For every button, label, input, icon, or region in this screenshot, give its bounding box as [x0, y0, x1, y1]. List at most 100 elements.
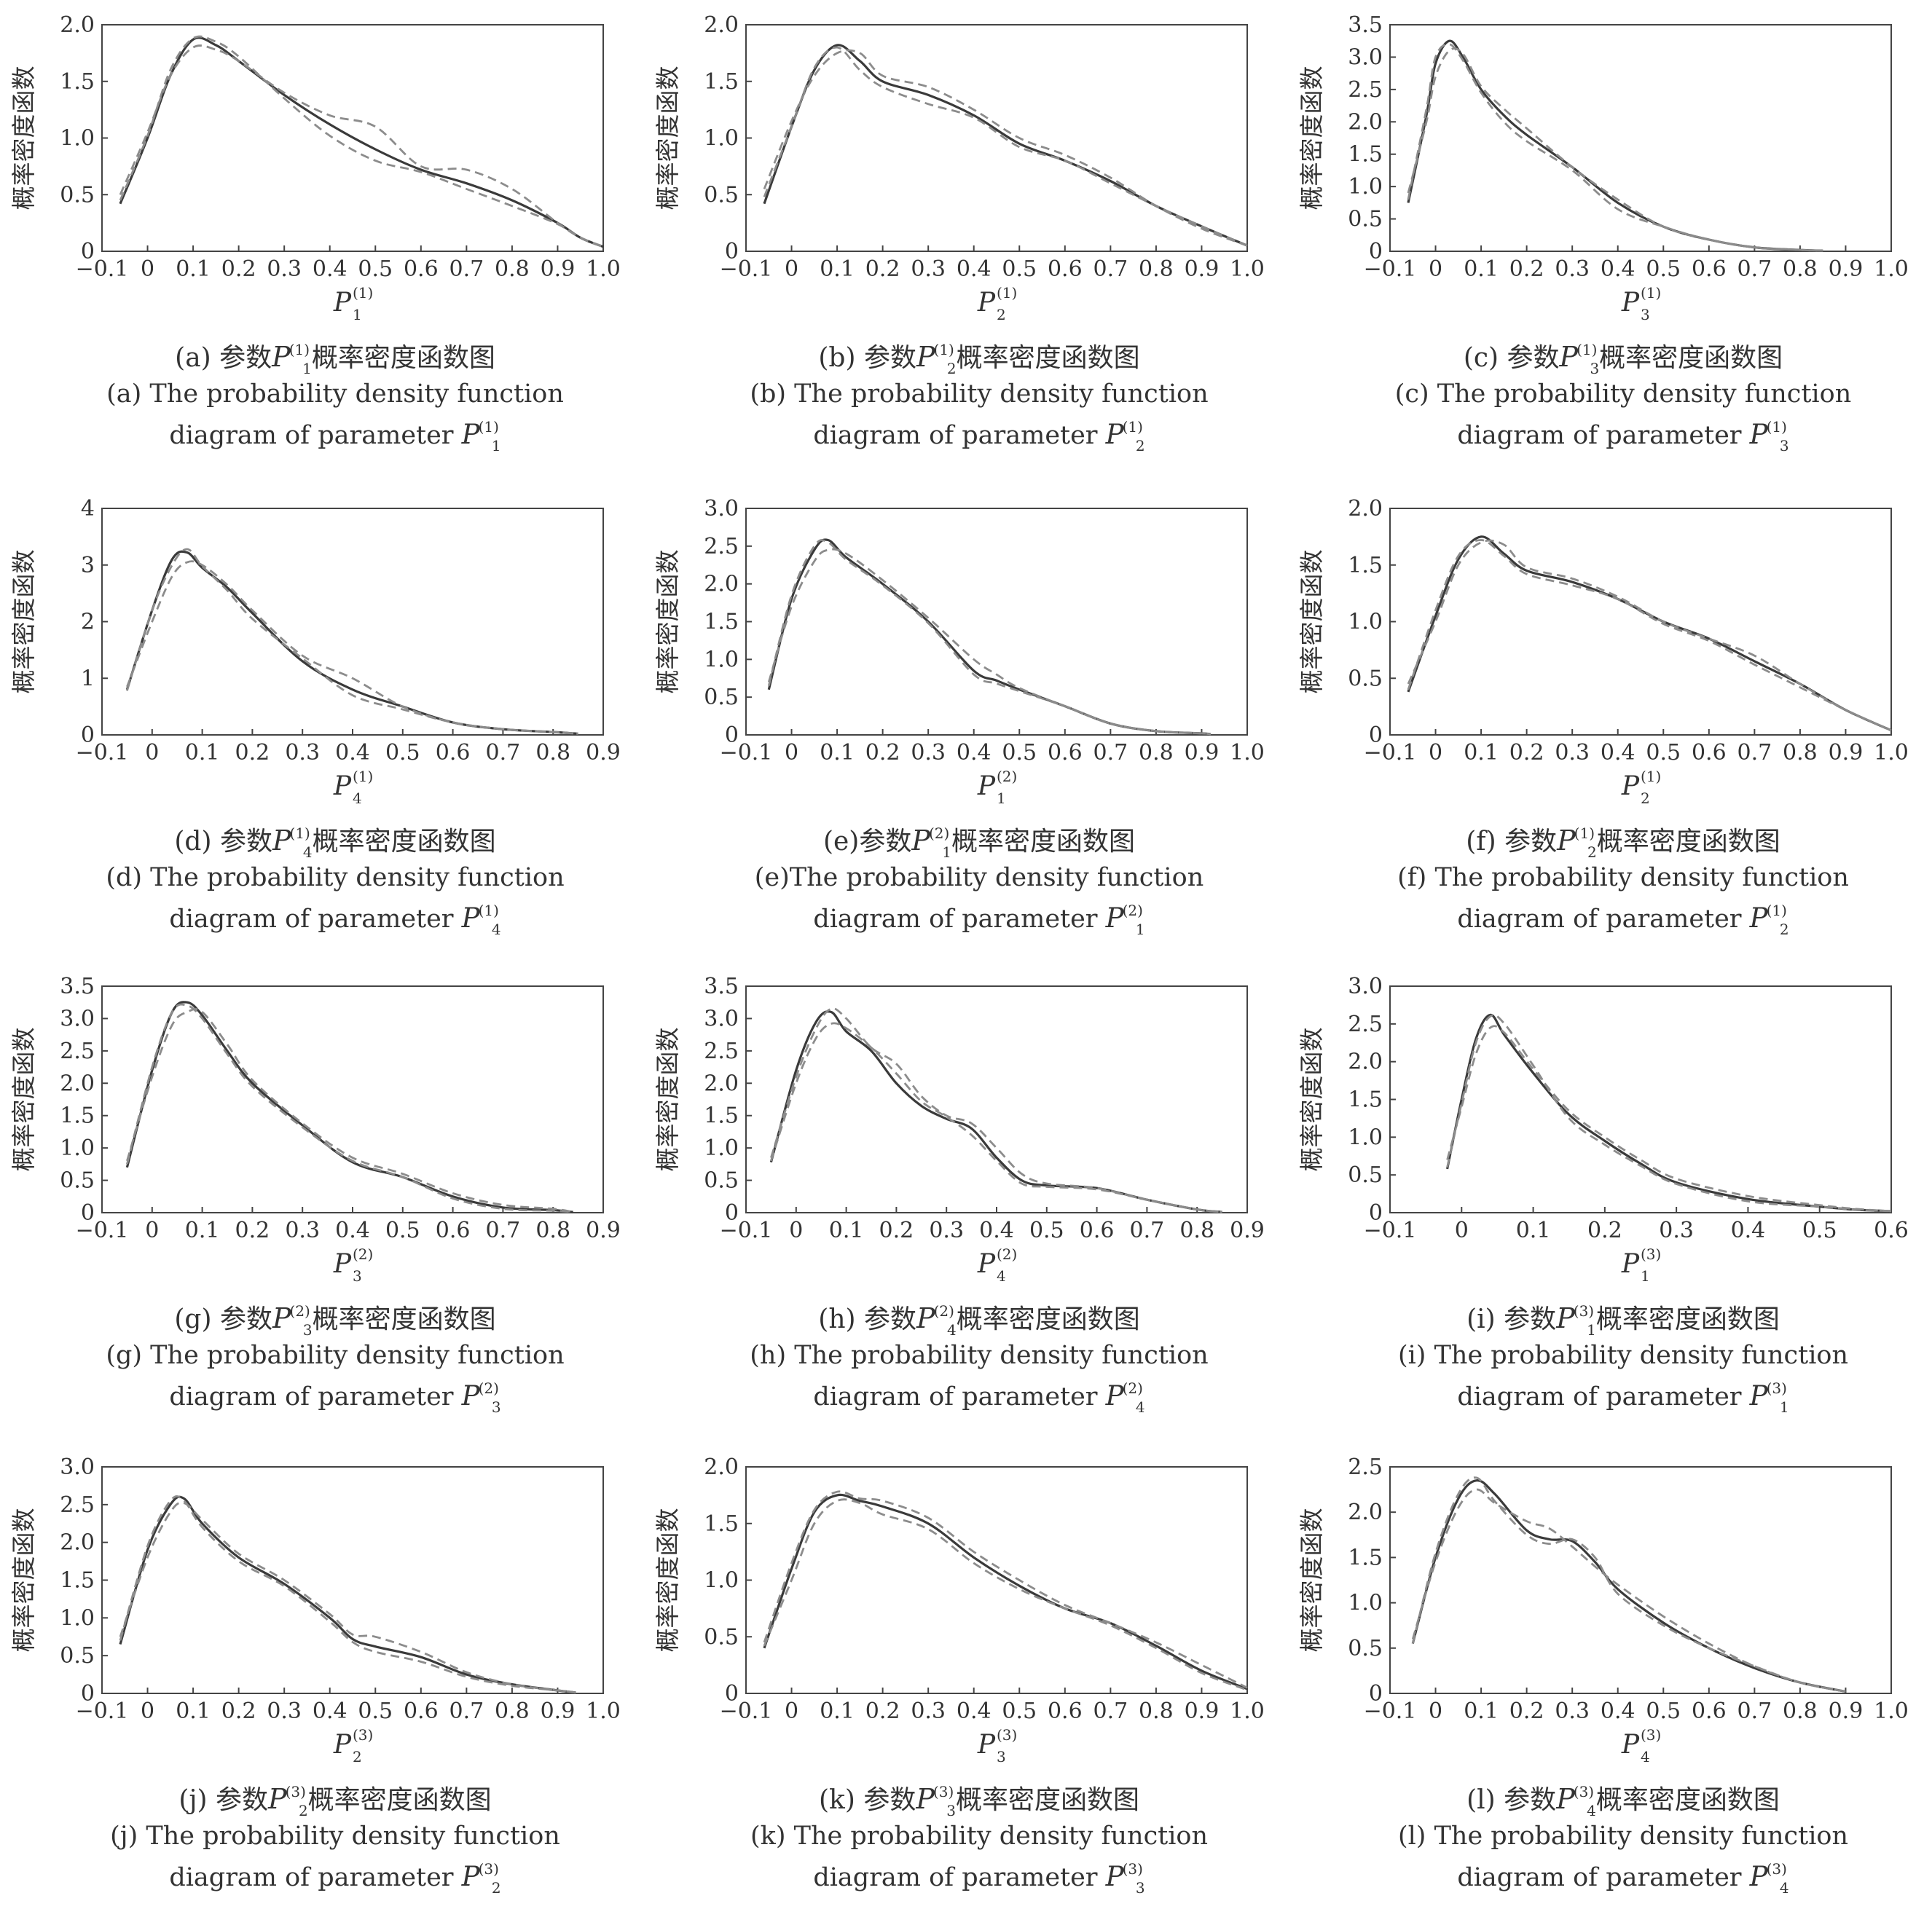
y-tick-label: 0.5 [60, 1168, 95, 1194]
caption-symbol-sub: 1 [1587, 1321, 1596, 1339]
caption-zh: (c) 参数P(1) 3概率密度函数图 [1332, 342, 1915, 376]
chart-k: −0.1 0 0.1 0.2 0.3 0.4 0.5 0.6 0.7 0.8 0.9 1.000.51… [653, 1454, 1265, 1765]
x-tick-label: 0.6 [404, 256, 439, 282]
x-tick-label: 0.5 [1646, 1698, 1681, 1724]
x-axis-label: P [977, 771, 996, 801]
plot-frame [1389, 24, 1892, 252]
x-tick-label: 0.5 [1002, 256, 1037, 282]
caption-symbol-sub: 1 [491, 437, 501, 454]
series-group [119, 35, 604, 248]
y-tick-label: 3.0 [704, 1006, 739, 1031]
x-tick-label: 0.3 [285, 1218, 320, 1243]
caption-symbol-base: P [1105, 902, 1124, 934]
caption-symbol-base: P [1557, 824, 1576, 857]
chart-g: −0.1 0 0.1 0.2 0.3 0.4 0.5 0.6 0.7 0.8 0.900.51.01… [9, 974, 621, 1285]
caption-symbol-base: P [272, 824, 291, 857]
y-axis-label: 概率密度函数 [1297, 1028, 1326, 1172]
caption-en-line2: diagram of parameter P(1)3 [1332, 420, 1915, 453]
caption-symbol-base: P [916, 341, 935, 373]
x-tick-label: 0.9 [1829, 1698, 1864, 1724]
x-axis-label: P [333, 1249, 352, 1279]
caption-en-prefix: diagram of parameter [1457, 905, 1750, 934]
caption-symbol-base: P [461, 419, 480, 450]
caption-symbol-base: P [461, 1861, 480, 1892]
chart-l: −0.1 0 0.1 0.2 0.3 0.4 0.5 0.6 0.7 0.8 0.9 1.000.51… [1297, 1454, 1909, 1765]
series-line-dashed-2 [770, 1022, 1222, 1213]
caption-en-line1: (c) The probability density function [1394, 379, 1852, 409]
caption-symbol-sub: 2 [1779, 921, 1789, 938]
caption-symbol: P(1)2 [1106, 420, 1145, 453]
caption-zh-suffix: 概率密度函数图 [956, 343, 1140, 373]
x-tick-label: −0.1 [720, 1698, 773, 1724]
caption-zh: (a) 参数P(1) 1概率密度函数图 [44, 342, 627, 376]
x-tick-label: 0.4 [1601, 740, 1635, 765]
x-tick-label: −0.1 [76, 1218, 129, 1243]
x-tick-label: 0.6 [1874, 1218, 1909, 1243]
caption-zh-prefix: (h) 参数 [818, 1304, 917, 1334]
x-tick-label: 0.2 [879, 1218, 914, 1243]
x-tick-label: 0.2 [221, 256, 256, 282]
caption-en-line1: (e)The probability density function [754, 863, 1204, 892]
x-tick-label: 1.0 [586, 256, 621, 282]
series-line-dashed-1 [767, 548, 1212, 736]
caption-zh-suffix: 概率密度函数图 [951, 827, 1136, 857]
chart-a: −0.1 0 0.1 0.2 0.3 0.4 0.5 0.6 0.7 0.8 0.9 1.000.51… [9, 12, 621, 323]
series-group [1407, 535, 1892, 732]
caption-symbol-sup: (3) [1766, 1860, 1787, 1878]
y-tick-label: 0 [725, 1200, 739, 1226]
x-tick-label: −0.1 [1364, 740, 1417, 765]
y-tick-label: 2.5 [1348, 1012, 1383, 1037]
x-axis-label-subscript: 3 [353, 1267, 362, 1285]
y-tick-label: 0.5 [704, 1168, 739, 1194]
x-tick-label: 0 [785, 256, 798, 282]
x-tick-label: 0.3 [1659, 1218, 1694, 1243]
x-tick-label: 1.0 [1230, 740, 1265, 765]
caption-symbol: P(1)2 [1557, 824, 1597, 859]
y-axis-label: 概率密度函数 [653, 1508, 682, 1653]
caption-en-prefix: diagram of parameter [813, 1863, 1106, 1892]
y-tick-label: 0 [81, 239, 95, 264]
x-tick-label: −0.1 [720, 740, 773, 765]
y-tick-label: 0 [1369, 1200, 1383, 1226]
caption-zh-suffix: 概率密度函数图 [312, 1304, 496, 1334]
y-tick-label: 2.0 [60, 1530, 95, 1556]
y-tick-label: 2.5 [1348, 77, 1383, 103]
caption-symbol-base: P [461, 1380, 480, 1412]
x-tick-label: 0.4 [313, 1698, 347, 1724]
x-tick-label: 0.9 [1185, 256, 1220, 282]
x-tick-label: 0.3 [1555, 1698, 1590, 1724]
caption-zh-prefix: (l) 参数 [1466, 1785, 1557, 1815]
y-tick-label: 0 [1369, 239, 1383, 264]
series-line-dashed-2 [763, 1498, 1248, 1691]
series-line-dashed-2 [126, 1003, 573, 1213]
caption-symbol-sub: 4 [946, 1321, 957, 1339]
x-axis-label: P [333, 1730, 352, 1760]
series-line-dashed-2 [767, 539, 1212, 736]
caption-symbol-sup: (2) [1122, 1379, 1143, 1397]
series-line-dashed-1 [1407, 47, 1823, 252]
series-group [1411, 1476, 1846, 1693]
y-tick-label: 0 [1369, 723, 1383, 748]
panel-f: −0.1 0 0.1 0.2 0.3 0.4 0.5 0.6 0.7 0.8 0.9 1.0 0 0.5 1… [1288, 484, 1932, 964]
plot-frame [1389, 985, 1892, 1213]
x-tick-label: 0.4 [313, 256, 347, 282]
x-axis-label-superscript: (1) [353, 284, 373, 302]
y-axis-label: 概率密度函数 [653, 1028, 682, 1172]
x-axis-label-superscript: (2) [353, 1245, 373, 1263]
x-axis-label-superscript: (1) [353, 768, 373, 785]
x-axis-label-superscript: (3) [353, 1726, 373, 1744]
caption-symbol-sub: 2 [1587, 843, 1597, 861]
caption-symbol-sub: 3 [302, 1321, 313, 1339]
x-axis-label: P [977, 1249, 996, 1279]
x-tick-label: 0.8 [495, 1698, 530, 1724]
chart-h: −0.1 0 0.1 0.2 0.3 0.4 0.5 0.6 0.7 0.8 0.900.51.01… [653, 974, 1265, 1285]
caption-en-line1: (a) The probability density function [106, 379, 564, 409]
y-axis-label: 概率密度函数 [9, 1508, 38, 1653]
series-line-solid-0 [125, 550, 578, 735]
y-tick-label: 1.0 [704, 647, 739, 672]
x-tick-label: 0.6 [404, 1698, 439, 1724]
x-tick-label: 0.3 [267, 256, 302, 282]
y-tick-label: 1.0 [60, 1135, 95, 1161]
x-tick-label: 1.0 [586, 1698, 621, 1724]
y-tick-label: 2.0 [704, 12, 739, 38]
